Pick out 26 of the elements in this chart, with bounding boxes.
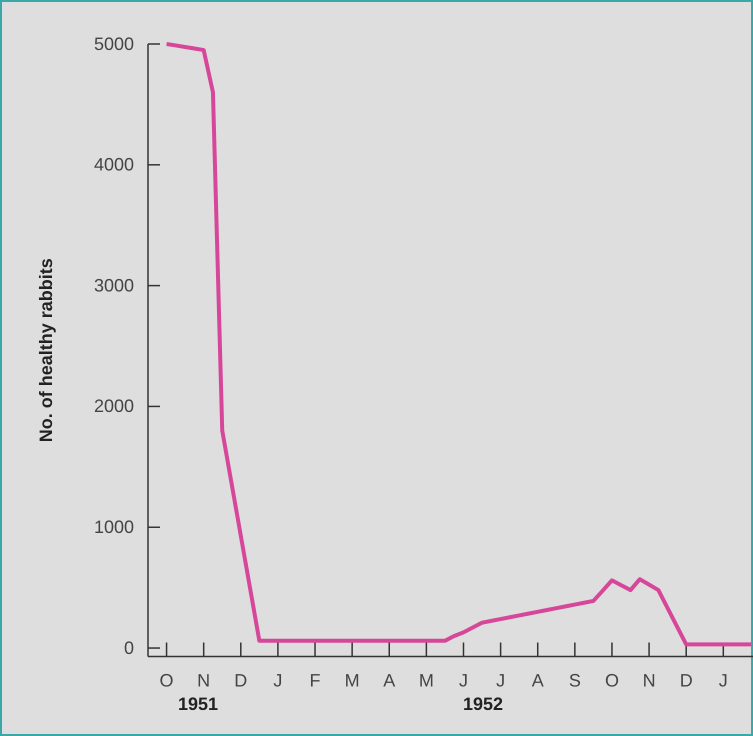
x-tick-label: D xyxy=(680,670,693,690)
y-tick-label: 2000 xyxy=(94,396,134,416)
text: 1952 xyxy=(462,694,504,714)
x-tick-label: N xyxy=(642,670,656,690)
x-tick-label: J xyxy=(718,670,728,690)
y-tick-label: 0 xyxy=(124,638,134,658)
x-tick-label: A xyxy=(383,670,396,690)
x-tick-label: M xyxy=(344,670,360,690)
x-tick-label: A xyxy=(532,670,544,690)
x-tick-label: O xyxy=(160,670,174,690)
x-tick-label: D xyxy=(234,670,248,690)
y-tick-label: 3000 xyxy=(94,275,134,296)
x-tick-label: M xyxy=(418,670,434,690)
text: 1951 xyxy=(178,694,218,714)
x-tick-label: F xyxy=(310,670,321,690)
x-tick-label: J xyxy=(496,670,506,690)
y-tick-label: 5000 xyxy=(94,34,134,54)
x-tick-label: N xyxy=(197,670,210,690)
y-tick-label: 1000 xyxy=(94,516,134,537)
line-series xyxy=(164,42,753,646)
x-tick-label: O xyxy=(604,670,619,690)
y-tick-label: 4000 xyxy=(94,154,134,175)
x-tick-label: J xyxy=(458,670,468,690)
x-tick-label: J xyxy=(273,670,282,690)
y-axis-title: No. of healthy rabbits xyxy=(36,258,56,442)
x-tick-label: S xyxy=(568,670,581,690)
